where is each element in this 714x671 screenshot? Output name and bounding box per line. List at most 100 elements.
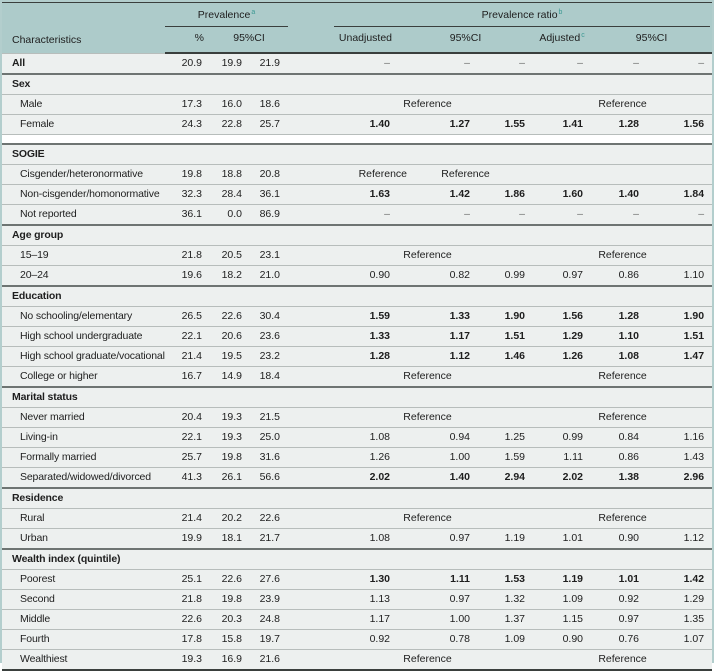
row-label: Living-in: [2, 427, 165, 448]
row-label: No schooling/elementary: [2, 306, 165, 327]
prevalence-ci-high: 23.6: [250, 326, 289, 347]
reference-cell-unadjusted: Reference: [288, 245, 534, 266]
pr-unadjusted-ci-high: 1.53: [478, 569, 534, 590]
pr-adjusted-ci-high: 1.90: [647, 306, 713, 327]
prevalence-ci-high: 24.8: [250, 609, 289, 630]
pr-unadjusted-ci-high: 1.90: [478, 306, 534, 327]
prevalence-percent: 21.8: [165, 589, 210, 610]
prevalence-ci-low: 19.9: [210, 52, 250, 74]
pr-adjusted: 1.11: [533, 447, 592, 468]
col-header-prevalence-ci: 95%CI: [210, 27, 289, 54]
pr-adjusted: 1.01: [533, 528, 592, 549]
row-label: All: [2, 52, 165, 74]
prevalence-ci-high: 56.6: [250, 467, 289, 488]
pr-unadjusted-ci-high: 1.59: [478, 447, 534, 468]
reference-cell-adjusted: Reference: [533, 649, 713, 670]
pr-adjusted-ci-high: 1.12: [647, 528, 713, 549]
section-header-row: Education: [2, 285, 713, 307]
prevalence-percent: 24.3: [165, 114, 210, 135]
pr-adjusted-ci-low: –: [591, 52, 648, 74]
pr-unadjusted-ci-high: 1.32: [478, 589, 534, 610]
pr-unadjusted: 1.17: [288, 609, 399, 630]
pr-unadjusted-ci-high: 1.46: [478, 346, 534, 367]
section-spacer-row: [2, 134, 713, 144]
empty-cell: [533, 164, 713, 185]
prevalence-ci-high: 23.9: [250, 589, 289, 610]
section-label: Marital status: [2, 386, 713, 408]
prevalence-percent: 21.4: [165, 508, 210, 529]
prevalence-percent: 25.7: [165, 447, 210, 468]
prevalence-ci-high: 23.2: [250, 346, 289, 367]
pr-adjusted-ci-high: 1.56: [647, 114, 713, 135]
row-label: Female: [2, 114, 165, 135]
reference-cell-adjusted: Reference: [533, 366, 713, 387]
prevalence-percent: 41.3: [165, 467, 210, 488]
pr-unadjusted-ci-low: –: [398, 52, 479, 74]
col-header-unadjusted-ci: 95%CI: [398, 27, 534, 54]
prevalence-ci-low: 26.1: [210, 467, 250, 488]
section-header-row: Marital status: [2, 386, 713, 408]
prevalence-ci-high: 21.9: [250, 52, 289, 74]
pr-adjusted-ci-high: 1.16: [647, 427, 713, 448]
reference-cell-unadjusted: Reference: [288, 94, 534, 115]
prevalence-ci-high: 25.7: [250, 114, 289, 135]
reference-cell-unadjusted: Reference: [297, 164, 408, 185]
pr-adjusted-ci-low: 1.08: [591, 346, 648, 367]
prevalence-percent: 21.8: [165, 245, 210, 266]
pr-adjusted-ci-high: 2.96: [647, 467, 713, 488]
pr-adjusted: 1.41: [533, 114, 592, 135]
prevalence-ci-low: 22.6: [210, 306, 250, 327]
spacer-cell: [2, 134, 713, 144]
pr-unadjusted-ci-low: 1.40: [398, 467, 479, 488]
pr-unadjusted-ci-low: 1.27: [398, 114, 479, 135]
prevalence-ci-high: 21.0: [250, 265, 289, 286]
prevalence-ci-high: 20.8: [250, 164, 289, 185]
prevalence-group-label: Prevalence: [197, 9, 251, 21]
pr-unadjusted-ci-high: 1.25: [478, 427, 534, 448]
prevalence-ci-low: 19.5: [210, 346, 250, 367]
pr-adjusted-ci-low: –: [591, 204, 648, 225]
prevalence-ci-low: 0.0: [210, 204, 250, 225]
prevalence-ci-low: 20.6: [210, 326, 250, 347]
prevalence-ci-low: 20.3: [210, 609, 250, 630]
col-header-characteristics: Characteristics: [2, 2, 165, 53]
pr-adjusted-ci-high: 1.07: [647, 629, 713, 650]
pr-unadjusted-ci-high: –: [478, 52, 534, 74]
reference-cell-unadjusted: Reference: [288, 407, 534, 428]
pr-adjusted-ci-low: 1.28: [591, 114, 648, 135]
pr-adjusted: –: [533, 204, 592, 225]
pr-adjusted-ci-high: 1.51: [647, 326, 713, 347]
row-label: Non-cisgender/homonormative: [2, 184, 165, 205]
pr-adjusted-ci-high: 1.43: [647, 447, 713, 468]
row-label: Middle: [2, 609, 165, 630]
prevalence-ci-high: 31.6: [250, 447, 289, 468]
section-label: Age group: [2, 224, 713, 246]
prevalence-ci-high: 18.4: [250, 366, 289, 387]
section-label: Sex: [2, 73, 713, 95]
prevalence-percent: 17.8: [165, 629, 210, 650]
col-group-prevalence: Prevalencea: [165, 2, 289, 27]
prevalence-ci-high: 18.6: [250, 94, 289, 115]
section-header-row: Wealth index (quintile): [2, 548, 713, 570]
pr-unadjusted-ci-low: –: [398, 204, 479, 225]
pr-unadjusted-ci-high: 2.94: [478, 467, 534, 488]
pr-unadjusted: 1.08: [288, 427, 399, 448]
pr-adjusted: 1.26: [533, 346, 592, 367]
pr-adjusted-ci-low: 0.97: [591, 609, 648, 630]
pr-unadjusted: 1.59: [288, 306, 399, 327]
header-sub-row: % 95%CI Unadjusted 95%CI Adjustedc 95%CI: [2, 27, 713, 54]
prevalence-ci-high: 30.4: [250, 306, 289, 327]
pr-unadjusted: 1.40: [288, 114, 399, 135]
col-header-unadjusted: Unadjusted: [288, 27, 399, 54]
pr-unadjusted: 1.33: [288, 326, 399, 347]
prevalence-ci-low: 20.2: [210, 508, 250, 529]
table-row: Second 21.8 19.8 23.9 1.13 0.97 1.32 1.09 0.92 1.…: [2, 589, 713, 610]
pr-adjusted-ci-low: 1.10: [591, 326, 648, 347]
prevalence-percent: 21.4: [165, 346, 210, 367]
pr-unadjusted-ci-low: 1.12: [398, 346, 479, 367]
pr-adjusted-ci-low: 0.86: [591, 265, 648, 286]
table-header: Characteristics Prevalencea Prevalence r…: [2, 2, 713, 54]
prevalence-ci-low: 22.8: [210, 114, 250, 135]
reference-cell-adjusted: Reference: [533, 508, 713, 529]
